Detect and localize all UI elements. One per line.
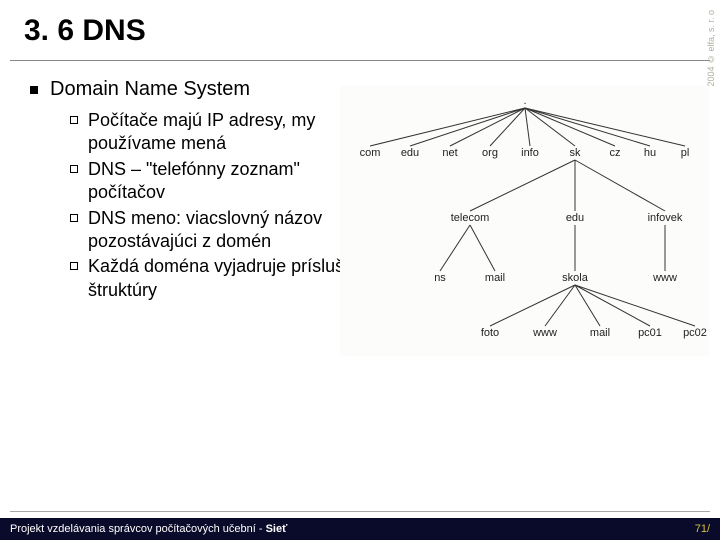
svg-text:www: www [532, 327, 557, 339]
footer-left-text: Projekt vzdelávania správcov počítačovýc… [10, 523, 287, 535]
open-square-bullet-icon [70, 165, 78, 173]
footer-page-number: 71/ [695, 523, 710, 535]
svg-text:net: net [442, 147, 457, 159]
svg-text:infovek: infovek [648, 212, 683, 224]
svg-text:org: org [482, 147, 498, 159]
bullet-text: DNS – "telefónny zoznam" počítačov [88, 158, 340, 205]
square-bullet-icon [30, 86, 38, 94]
svg-text:pc01: pc01 [638, 327, 662, 339]
slide: 3. 6 DNS 2004 © elfa, s. r. o Domain Nam… [0, 0, 720, 540]
svg-text:skola: skola [562, 272, 589, 284]
bullet-lvl2: DNS meno: viacslovný názov pozostávajúci… [70, 207, 340, 254]
svg-text:edu: edu [566, 212, 584, 224]
svg-text:info: info [521, 147, 539, 159]
svg-text:cz: cz [610, 147, 621, 159]
svg-text:mail: mail [590, 327, 610, 339]
slide-title: 3. 6 DNS [24, 14, 146, 48]
svg-text:foto: foto [481, 327, 499, 339]
bullet-lvl2: Počítače majú IP adresy, my používame me… [70, 109, 340, 156]
svg-text:hu: hu [644, 147, 656, 159]
svg-text:pl: pl [681, 147, 690, 159]
open-square-bullet-icon [70, 262, 78, 270]
footer-divider [10, 511, 710, 512]
svg-text:telecom: telecom [451, 212, 490, 224]
svg-text:edu: edu [401, 147, 419, 159]
open-square-bullet-icon [70, 116, 78, 124]
svg-text:pc02: pc02 [683, 327, 707, 339]
title-underline [10, 60, 710, 61]
copyright-text: 2004 © elfa, s. r. o [706, 10, 716, 87]
svg-text:www: www [652, 272, 677, 284]
svg-text:sk: sk [570, 147, 582, 159]
svg-text:com: com [360, 147, 381, 159]
footer-project-bold: Sieť [266, 523, 288, 535]
bullet-text: Počítače majú IP adresy, my používame me… [88, 109, 340, 156]
dns-tree-diagram: . com edu net org info sk cz hu pl telecom edu infov… [340, 86, 710, 356]
open-square-bullet-icon [70, 214, 78, 222]
bullet-lvl2: DNS – "telefónny zoznam" počítačov [70, 158, 340, 205]
footer-bar: Projekt vzdelávania správcov počítačovýc… [0, 518, 720, 540]
heading-text: Domain Name System [50, 78, 250, 101]
footer-project-text: Projekt vzdelávania správcov počítačovýc… [10, 523, 266, 535]
bullet-text: DNS meno: viacslovný názov pozostávajúci… [88, 207, 340, 254]
svg-text:mail: mail [485, 272, 505, 284]
svg-text:ns: ns [434, 272, 446, 284]
svg-text:.: . [523, 95, 526, 107]
